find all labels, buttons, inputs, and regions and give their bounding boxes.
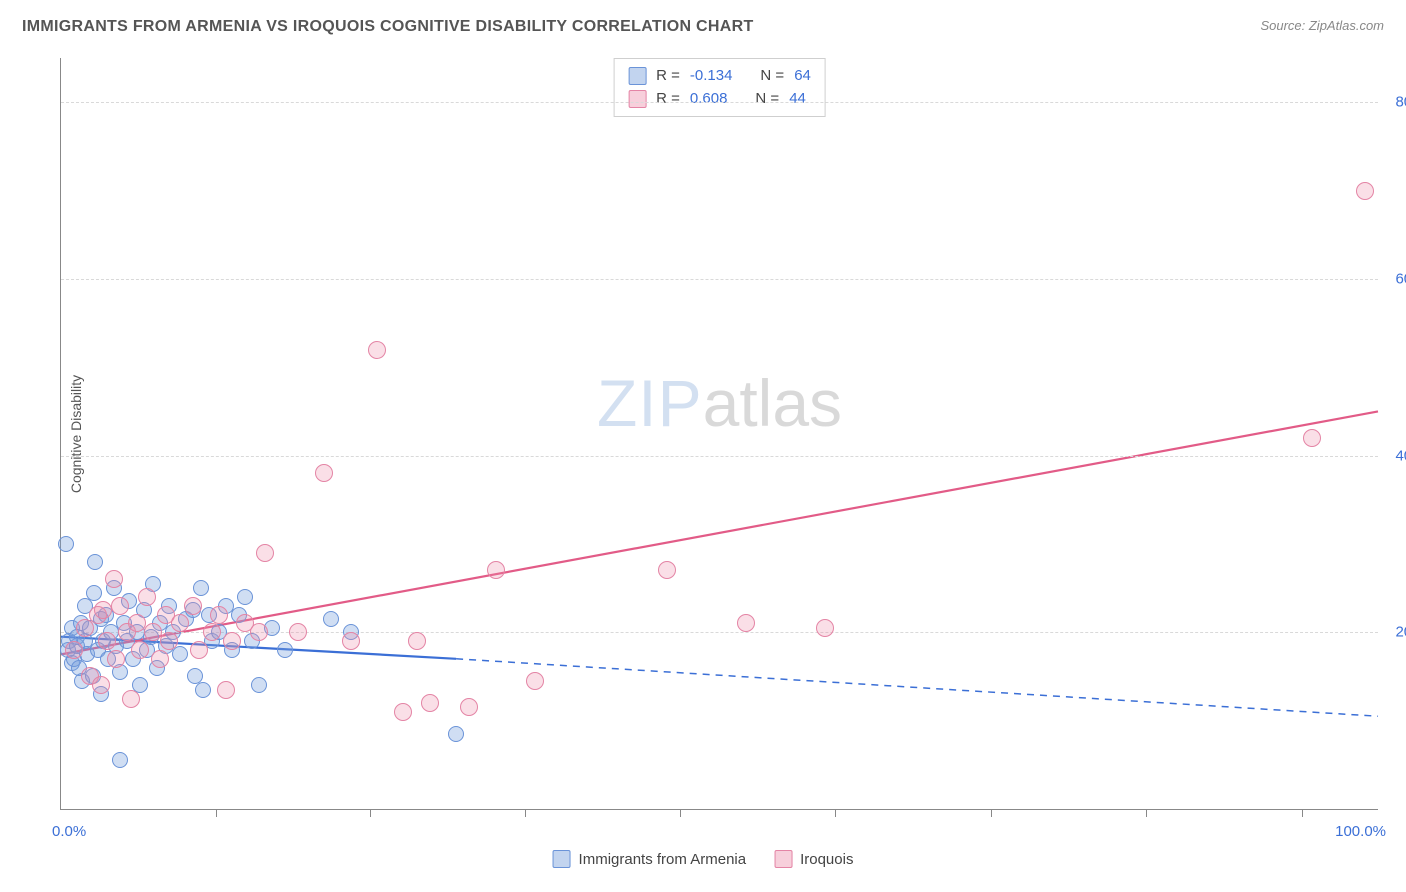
x-tick	[370, 809, 371, 817]
chart-title: IMMIGRANTS FROM ARMENIA VS IROQUOIS COGN…	[22, 18, 754, 36]
data-point-pink	[92, 676, 110, 694]
data-point-blue	[251, 677, 267, 693]
gridline-h	[61, 279, 1378, 280]
data-point-pink	[394, 703, 412, 721]
data-point-pink	[250, 623, 268, 641]
data-point-pink	[223, 632, 241, 650]
x-tick	[680, 809, 681, 817]
data-point-pink	[315, 464, 333, 482]
data-point-pink	[256, 544, 274, 562]
data-point-pink	[160, 632, 178, 650]
data-point-pink	[122, 690, 140, 708]
data-point-blue	[58, 536, 74, 552]
data-point-pink	[289, 623, 307, 641]
legend-label-pink: Iroquois	[800, 851, 853, 868]
data-point-pink	[408, 632, 426, 650]
stats-row-pink: R = 0.608 N = 44	[628, 88, 811, 111]
legend-label-blue: Immigrants from Armenia	[579, 851, 747, 868]
data-point-pink	[190, 641, 208, 659]
data-point-pink	[65, 641, 83, 659]
data-point-pink	[1303, 429, 1321, 447]
stats-legend: R = -0.134 N = 64 R = 0.608 N = 44	[613, 58, 826, 117]
data-point-pink	[107, 650, 125, 668]
data-point-pink	[151, 650, 169, 668]
data-point-blue	[448, 726, 464, 742]
gridline-h	[61, 456, 1378, 457]
x-axis-max: 100.0%	[1335, 823, 1386, 840]
data-point-pink	[487, 561, 505, 579]
gridline-h	[61, 102, 1378, 103]
data-point-pink	[460, 698, 478, 716]
data-point-pink	[368, 341, 386, 359]
r-label: R =	[656, 88, 680, 111]
x-tick	[1146, 809, 1147, 817]
data-point-pink	[203, 623, 221, 641]
data-point-blue	[193, 580, 209, 596]
data-point-pink	[131, 641, 149, 659]
data-point-pink	[658, 561, 676, 579]
data-point-pink	[342, 632, 360, 650]
data-point-pink	[111, 597, 129, 615]
data-point-blue	[195, 682, 211, 698]
data-point-blue	[87, 554, 103, 570]
data-point-pink	[210, 606, 228, 624]
data-point-pink	[76, 619, 94, 637]
trend-line-blue-dashed	[456, 659, 1378, 716]
data-point-blue	[323, 611, 339, 627]
x-axis-min: 0.0%	[52, 823, 86, 840]
data-point-blue	[172, 646, 188, 662]
y-tick-label: 60.0%	[1395, 270, 1406, 287]
trend-lines	[61, 58, 1378, 809]
data-point-pink	[421, 694, 439, 712]
x-tick	[525, 809, 526, 817]
data-point-pink	[184, 597, 202, 615]
n-label: N =	[755, 88, 779, 111]
y-tick-label: 80.0%	[1395, 94, 1406, 111]
data-point-blue	[86, 585, 102, 601]
y-tick-label: 20.0%	[1395, 624, 1406, 641]
trend-line-pink	[61, 411, 1378, 654]
data-point-pink	[816, 619, 834, 637]
y-tick-label: 40.0%	[1395, 447, 1406, 464]
swatch-pink-icon	[774, 850, 792, 868]
data-point-pink	[138, 588, 156, 606]
x-tick	[216, 809, 217, 817]
data-point-pink	[737, 614, 755, 632]
n-label: N =	[760, 65, 784, 88]
legend-item-blue: Immigrants from Armenia	[553, 850, 747, 868]
x-tick	[991, 809, 992, 817]
n-value-pink: 44	[789, 88, 806, 111]
r-value-pink: 0.608	[690, 88, 728, 111]
data-point-pink	[105, 570, 123, 588]
data-point-blue	[277, 642, 293, 658]
x-tick	[835, 809, 836, 817]
swatch-blue-icon	[628, 67, 646, 85]
data-point-pink	[94, 601, 112, 619]
data-point-pink	[217, 681, 235, 699]
n-value-blue: 64	[794, 65, 811, 88]
data-point-pink	[98, 632, 116, 650]
series-legend: Immigrants from Armenia Iroquois	[553, 850, 854, 868]
plot-area: ZIPatlas Cognitive Disability R = -0.134…	[60, 58, 1378, 810]
r-label: R =	[656, 65, 680, 88]
data-point-blue	[112, 752, 128, 768]
data-point-blue	[237, 589, 253, 605]
swatch-blue-icon	[553, 850, 571, 868]
source-attribution: Source: ZipAtlas.com	[1260, 18, 1384, 33]
data-point-pink	[171, 614, 189, 632]
x-tick	[1302, 809, 1303, 817]
data-point-pink	[526, 672, 544, 690]
data-point-pink	[1356, 182, 1374, 200]
legend-item-pink: Iroquois	[774, 850, 853, 868]
r-value-blue: -0.134	[690, 65, 733, 88]
stats-row-blue: R = -0.134 N = 64	[628, 65, 811, 88]
swatch-pink-icon	[628, 90, 646, 108]
